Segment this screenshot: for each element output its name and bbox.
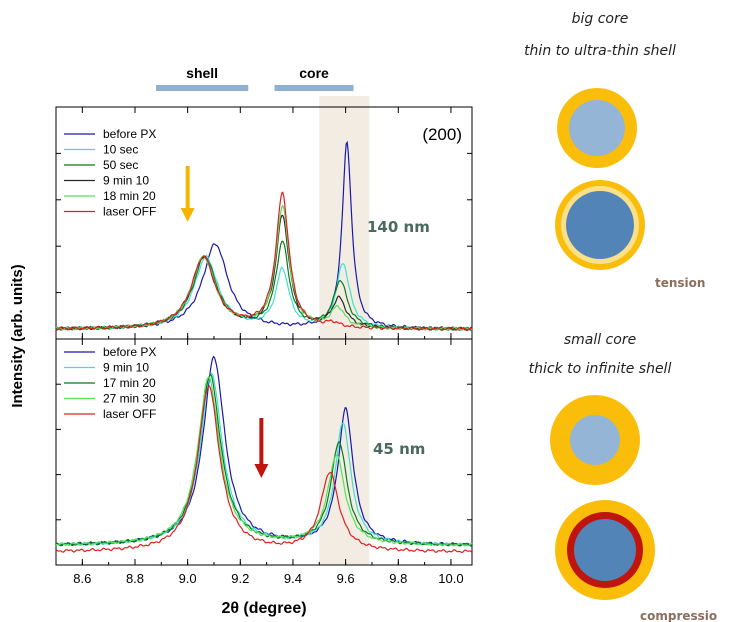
bottom-schematic-caption-line-2: thick to infinite shell (529, 361, 672, 377)
legend-entry: laser OFF (103, 205, 156, 219)
legend-entry: laser OFF (103, 407, 156, 421)
bottom-panel-curves (55, 355, 473, 554)
shell-region-bar (156, 85, 249, 91)
top-schematic-caption-line-2: thin to ultra-thin shell (524, 43, 676, 59)
legend-entry: 9 min 10 (103, 361, 149, 375)
compression-label: compressio (640, 609, 717, 622)
x-tick-label: 9.2 (231, 571, 249, 586)
bottom-schematic-caption-line-1: small core (564, 332, 636, 348)
x-axis-label: 2θ (degree) (221, 600, 306, 617)
top-size-label: 140 nm (367, 218, 430, 236)
top-arrow (180, 166, 195, 222)
legend-entry: 9 min 10 (103, 174, 149, 188)
top-schematic-particles (555, 88, 645, 270)
arrow-head (254, 464, 269, 478)
core-region-label: core (299, 65, 329, 81)
x-tick-label: 9.4 (284, 571, 302, 586)
x-tick-label: 9.6 (337, 571, 355, 586)
core-circle (566, 191, 634, 259)
series-line-27-min-30 (55, 376, 473, 547)
y-axis-label: Intensity (arb. units) (9, 264, 26, 407)
legend-entry: 18 min 20 (103, 189, 156, 203)
legend-entry: 10 sec (103, 143, 138, 157)
legend-entry: before PX (103, 345, 156, 359)
x-tick-label: 10.0 (438, 571, 463, 586)
top-schematic-caption-line-1: big core (572, 11, 629, 27)
axis-ticks (55, 107, 472, 565)
legend-entry: 17 min 20 (103, 376, 156, 390)
bottom-panel-frame (55, 338, 473, 566)
bottom-schematic-particles (550, 395, 655, 600)
x-tick-label: 9.8 (389, 571, 407, 586)
bottom-size-label: 45 nm (373, 440, 425, 458)
top-panel-curves (55, 140, 473, 332)
x-tick-label: 8.8 (126, 571, 144, 586)
x-tick-labels: 8.6 8.8 9.0 9.2 9.4 9.6 9.8 10.0 (73, 571, 463, 586)
arrow-head (180, 208, 195, 222)
legend-entry: 50 sec (103, 158, 138, 172)
x-tick-label: 8.6 (73, 571, 91, 586)
peak-index-label: (200) (422, 125, 462, 144)
legend-entry: 27 min 30 (103, 392, 156, 406)
series-line-50-sec (55, 240, 473, 331)
core-circle (574, 519, 636, 581)
core-region-bar (274, 85, 354, 91)
series-line-10-sec (55, 254, 473, 331)
bottom-arrow (254, 418, 269, 478)
series-line-laser-off (55, 385, 473, 554)
core-circle (570, 415, 620, 465)
x-tick-label: 9.0 (179, 571, 197, 586)
legend-entry: before PX (103, 127, 156, 141)
tension-label: tension (655, 276, 705, 290)
series-line-laser-off (55, 191, 473, 332)
core-circle (569, 100, 625, 156)
shell-region-label: shell (186, 65, 218, 81)
